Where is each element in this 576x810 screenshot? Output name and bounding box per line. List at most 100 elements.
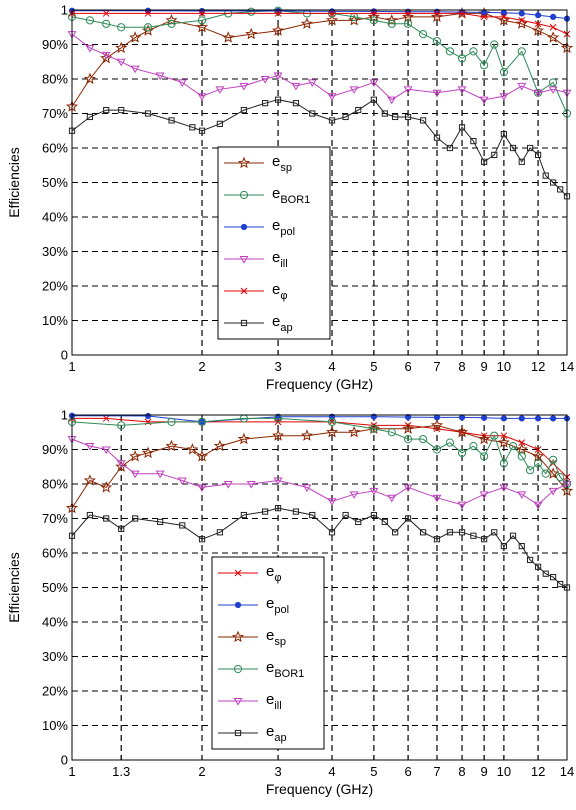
data-point-e_ap <box>433 536 441 543</box>
data-point-e_ap <box>446 529 454 536</box>
data-point-e_sp <box>83 474 96 486</box>
data-point-e_phi <box>480 13 488 21</box>
y-tick-label: 10% <box>42 718 68 733</box>
y-tick-label: 20% <box>42 684 68 699</box>
data-point-e_ap <box>309 511 316 519</box>
series-line-e_BOR1 <box>71 10 568 114</box>
data-point-e_ill <box>155 470 165 479</box>
data-point-e_ill <box>327 498 337 506</box>
x-tick-label: 4 <box>328 359 335 374</box>
data-point-e_BOR1 <box>369 16 378 25</box>
y-tick-label: 60% <box>42 546 68 561</box>
data-point-e_sp <box>348 425 361 438</box>
legend-label-subscript: φ <box>274 572 281 584</box>
x-tick-label: 1.3 <box>112 764 130 779</box>
x-tick-label: 3 <box>274 764 281 779</box>
data-point-e_BOR1 <box>556 473 565 482</box>
y-tick-label: 0 <box>61 753 68 768</box>
data-point-e_ill <box>130 65 140 74</box>
data-point-e_pol <box>549 415 557 422</box>
data-point-e_sp <box>272 24 285 36</box>
data-point-e_BOR1 <box>526 466 535 475</box>
data-point-e_ill <box>499 93 509 101</box>
data-point-e_BOR1 <box>369 424 378 433</box>
data-point-e_ap <box>392 529 399 536</box>
data-point-e_sp <box>300 17 313 29</box>
data-point-e_BOR1 <box>480 452 489 461</box>
data-point-e_ap <box>419 529 427 536</box>
data-point-e_phi <box>534 446 542 453</box>
data-point-e_phi <box>328 10 336 17</box>
data-point-e_ap <box>198 127 206 134</box>
legend-swatch-marker <box>234 729 242 737</box>
data-point-e_ap <box>132 515 139 522</box>
series-line-e_phi <box>72 12 568 35</box>
legend-swatch-marker <box>231 630 245 643</box>
data-point-e_ap <box>292 100 300 107</box>
legend-entry-e_ill: eill <box>266 691 282 712</box>
x-tick-label: 3 <box>274 359 281 374</box>
data-point-e_ill <box>499 484 509 493</box>
data-point-e_ill <box>457 501 467 510</box>
data-point-e_ap <box>216 120 223 127</box>
y-tick-label: 90% <box>42 37 68 52</box>
data-point-e_ill <box>85 443 95 451</box>
data-point-e_ap <box>328 117 336 124</box>
data-point-e_phi <box>518 16 526 24</box>
data-point-e_ill <box>307 79 317 88</box>
data-point-e_ill <box>302 484 312 493</box>
data-point-e_ill <box>403 86 413 94</box>
data-point-e_ill <box>533 501 543 510</box>
data-point-e_ap <box>534 151 542 159</box>
data-point-e_sp <box>186 443 199 455</box>
data-point-e_ill <box>533 89 543 98</box>
data-point-e_ill <box>387 96 397 105</box>
data-point-e_sp <box>478 432 491 445</box>
data-point-e_ill <box>246 480 256 489</box>
data-point-e_ap <box>355 518 362 526</box>
data-point-e_ap <box>262 100 269 107</box>
legend-entry-e_ap: eap <box>272 313 293 334</box>
y-tick-label: 80% <box>42 477 68 492</box>
data-point-e_ap <box>342 511 349 519</box>
data-point-e_sp <box>300 429 313 441</box>
legend-label-subscript: ill <box>274 700 281 712</box>
data-point-e_ill <box>517 82 527 91</box>
data-point-e_ill <box>327 93 337 101</box>
y-tick-label: 0 <box>61 348 68 363</box>
data-point-e_BOR1 <box>469 441 478 451</box>
data-point-e_ap <box>216 529 223 536</box>
x-tick-label: 1 <box>68 764 75 779</box>
data-point-e_ill <box>273 477 283 486</box>
legend-entry-e_ap: eap <box>266 723 287 744</box>
data-point-e_ill <box>349 86 359 94</box>
data-point-e_sp <box>272 429 285 441</box>
legend-box <box>217 146 331 340</box>
data-point-e_ap <box>500 543 507 550</box>
data-point-e_sp <box>141 446 155 459</box>
data-point-e_ap <box>274 505 282 512</box>
data-point-e_ap <box>419 117 427 124</box>
data-point-e_ill <box>403 484 413 493</box>
data-point-e_ap <box>240 511 247 519</box>
data-point-e_ill <box>457 86 467 94</box>
data-point-e_ap <box>446 144 454 152</box>
data-point-e_ap <box>470 532 477 539</box>
data-point-e_pol <box>481 414 488 421</box>
data-point-e_BOR1 <box>508 441 518 451</box>
data-point-e_ap <box>534 563 542 570</box>
data-point-e_ill <box>116 58 126 67</box>
x-tick-label: 5 <box>370 764 377 779</box>
data-point-e_ap <box>518 543 525 550</box>
data-point-e_sp <box>129 450 142 462</box>
legend-label-subscript: BOR1 <box>280 194 310 206</box>
data-point-e_ill <box>101 51 111 60</box>
legend-label-subscript: pol <box>274 604 289 616</box>
legend-label-subscript: ill <box>280 258 287 270</box>
data-point-e_BOR1 <box>432 445 442 454</box>
data-point-e_ap <box>292 508 300 515</box>
x-tick-label: 8 <box>458 359 465 374</box>
data-point-e_sp <box>222 31 235 43</box>
x-tick-label: 14 <box>560 359 574 374</box>
data-point-e_ap <box>491 529 498 536</box>
